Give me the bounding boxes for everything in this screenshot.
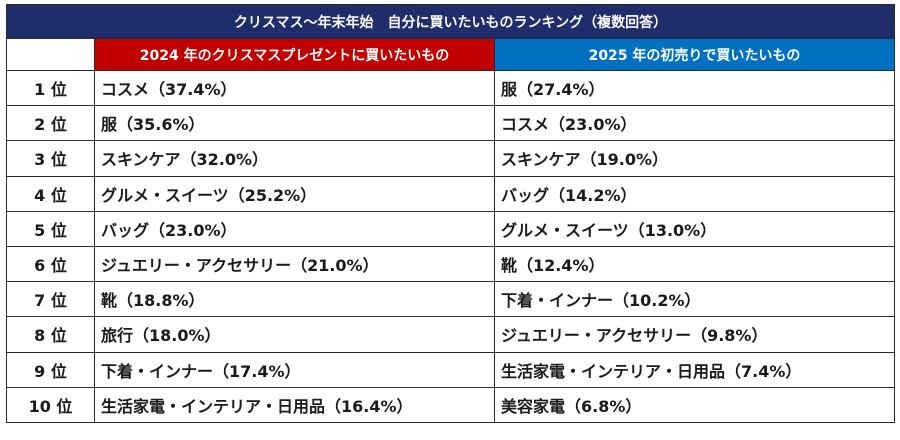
item-2025-cell: 生活家電・インテリア・日用品（7.4%） <box>493 351 896 388</box>
table-row: 4 位 グルメ・スイーツ（25.2%） バッグ（14.2%） <box>6 175 896 212</box>
item-2024-cell: バッグ（23.0%） <box>94 210 495 247</box>
header-2025-new-year-sale: 2025 年の初売りで買いたいもの <box>493 38 896 71</box>
rank-cell: 8 位 <box>6 316 95 353</box>
item-2025-cell: グルメ・スイーツ（13.0%） <box>493 210 896 247</box>
item-2024-cell: 生活家電・インテリア・日用品（16.4%） <box>94 386 495 423</box>
table-row: 9 位 下着・インナー（17.4%） 生活家電・インテリア・日用品（7.4%） <box>6 351 896 388</box>
table-row: 1 位 コスメ（37.4%） 服（27.4%） <box>6 69 896 107</box>
column-header-row: 2024 年のクリスマスプレゼントに買いたいもの 2025 年の初売りで買いたい… <box>6 38 896 71</box>
item-2025-cell: 下着・インナー（10.2%） <box>493 281 896 318</box>
rank-cell: 1 位 <box>6 69 95 107</box>
table-row: 5 位 バッグ（23.0%） グルメ・スイーツ（13.0%） <box>6 210 896 247</box>
table-row: 10 位 生活家電・インテリア・日用品（16.4%） 美容家電（6.8%） <box>6 386 896 423</box>
item-2025-cell: コスメ（23.0%） <box>493 105 896 142</box>
item-2024-cell: ジュエリー・アクセサリー（21.0%） <box>94 245 495 283</box>
item-2025-cell: ジュエリー・アクセサリー（9.8%） <box>493 316 896 353</box>
item-2024-cell: 下着・インナー（17.4%） <box>94 351 495 388</box>
rank-cell: 7 位 <box>6 281 95 318</box>
item-2025-cell: 美容家電（6.8%） <box>493 386 896 423</box>
table-row: 2 位 服（35.6%） コスメ（23.0%） <box>6 105 896 142</box>
table-row: 3 位 スキンケア（32.0%） スキンケア（19.0%） <box>6 140 896 177</box>
table-title-row: クリスマス～年末年始 自分に買いたいものランキング（複数回答） <box>5 4 896 39</box>
rank-cell: 5 位 <box>6 210 95 247</box>
table-row: 7 位 靴（18.8%） 下着・インナー（10.2%） <box>6 281 896 318</box>
item-2024-cell: コスメ（37.4%） <box>94 69 495 107</box>
ranking-table-container: クリスマス～年末年始 自分に買いたいものランキング（複数回答） 2024 年のク… <box>5 4 896 432</box>
item-2025-cell: 靴（12.4%） <box>493 245 896 283</box>
item-2024-cell: 服（35.6%） <box>94 105 495 142</box>
rank-cell: 9 位 <box>6 351 95 388</box>
ranking-rows: 1 位 コスメ（37.4%） 服（27.4%） 2 位 服（35.6%） コスメ… <box>6 69 896 423</box>
rank-cell: 3 位 <box>6 140 95 177</box>
table-row: 8 位 旅行（18.0%） ジュエリー・アクセサリー（9.8%） <box>6 316 896 353</box>
table-row: 6 位 ジュエリー・アクセサリー（21.0%） 靴（12.4%） <box>6 245 896 283</box>
rank-cell: 4 位 <box>6 175 95 212</box>
item-2024-cell: スキンケア（32.0%） <box>94 140 495 177</box>
rank-cell: 10 位 <box>6 386 95 423</box>
rank-cell: 2 位 <box>6 105 95 142</box>
item-2025-cell: スキンケア（19.0%） <box>493 140 896 177</box>
table-title: クリスマス～年末年始 自分に買いたいものランキング（複数回答） <box>5 4 896 39</box>
item-2024-cell: 旅行（18.0%） <box>94 316 495 353</box>
ranking-table: クリスマス～年末年始 自分に買いたいものランキング（複数回答） 2024 年のク… <box>5 4 896 423</box>
item-2025-cell: バッグ（14.2%） <box>493 175 896 212</box>
item-2024-cell: グルメ・スイーツ（25.2%） <box>94 175 495 212</box>
rank-header-blank <box>6 38 95 71</box>
item-2024-cell: 靴（18.8%） <box>94 281 495 318</box>
rank-cell: 6 位 <box>6 245 95 283</box>
item-2025-cell: 服（27.4%） <box>493 69 896 107</box>
header-2024-christmas: 2024 年のクリスマスプレゼントに買いたいもの <box>94 38 495 71</box>
